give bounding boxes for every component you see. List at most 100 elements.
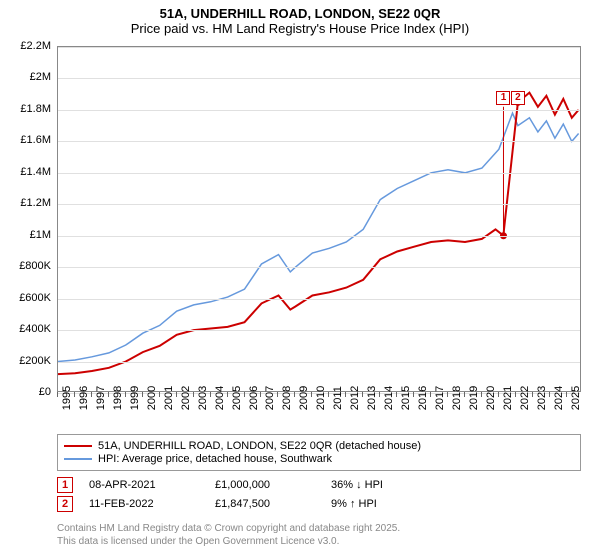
x-tick-label: 2011 [332, 386, 344, 410]
y-tick-label: £1.8M [20, 103, 51, 115]
sale-date: 08-APR-2021 [89, 479, 199, 491]
copyright: Contains HM Land Registry data © Crown c… [57, 522, 581, 548]
y-tick-label: £1M [30, 229, 51, 241]
x-tick-label: 2002 [180, 386, 192, 410]
sale-price: £1,847,500 [215, 498, 315, 510]
x-tick-label: 2022 [519, 386, 531, 410]
x-tick-mark [566, 392, 567, 397]
y-axis: £0£200K£400K£600K£800K£1M£1.2M£1.4M£1.6M… [0, 46, 55, 392]
x-tick-mark [74, 392, 75, 397]
x-tick-mark [481, 392, 482, 397]
x-tick-label: 2008 [281, 386, 293, 410]
x-tick-mark [159, 392, 160, 397]
grid-line [58, 267, 580, 268]
x-tick-mark [464, 392, 465, 397]
x-tick-mark [260, 392, 261, 397]
chart-plot-area: 12 [57, 46, 581, 392]
sale-row: 211-FEB-2022£1,847,5009% ↑ HPI [57, 496, 581, 512]
sale-marker-flag: 1 [496, 91, 510, 105]
x-tick-mark [244, 392, 245, 397]
copyright-line1: Contains HM Land Registry data © Crown c… [57, 522, 581, 535]
x-tick-label: 2021 [502, 386, 514, 410]
x-tick-label: 2024 [553, 386, 565, 410]
x-axis: 1995199619971998199920002001200220032004… [57, 392, 581, 432]
x-tick-mark [328, 392, 329, 397]
y-tick-label: £2.2M [20, 40, 51, 52]
x-tick-mark [210, 392, 211, 397]
x-tick-label: 2014 [383, 386, 395, 410]
chart-subtitle: Price paid vs. HM Land Registry's House … [0, 21, 600, 36]
y-tick-label: £400K [19, 323, 51, 335]
x-tick-label: 2023 [536, 386, 548, 410]
sale-date: 11-FEB-2022 [89, 498, 199, 510]
x-tick-label: 2009 [298, 386, 310, 410]
x-tick-mark [311, 392, 312, 397]
x-tick-label: 1998 [112, 386, 124, 410]
x-tick-mark [447, 392, 448, 397]
x-tick-mark [379, 392, 380, 397]
grid-line [58, 204, 580, 205]
x-tick-label: 2015 [400, 386, 412, 410]
x-tick-mark [193, 392, 194, 397]
x-tick-mark [515, 392, 516, 397]
x-tick-label: 2010 [315, 386, 327, 410]
grid-line [58, 330, 580, 331]
y-tick-label: £200K [19, 355, 51, 367]
x-tick-mark [532, 392, 533, 397]
x-tick-mark [396, 392, 397, 397]
sale-price: £1,000,000 [215, 479, 315, 491]
x-tick-label: 2025 [570, 386, 582, 410]
x-tick-label: 2006 [248, 386, 260, 410]
copyright-line2: This data is licensed under the Open Gov… [57, 535, 581, 548]
x-tick-label: 2016 [417, 386, 429, 410]
grid-line [58, 47, 580, 48]
x-tick-mark [362, 392, 363, 397]
legend-label: HPI: Average price, detached house, Sout… [98, 453, 332, 465]
x-tick-mark [413, 392, 414, 397]
x-tick-mark [108, 392, 109, 397]
chart-container: 51A, UNDERHILL ROAD, LONDON, SE22 0QR Pr… [0, 0, 600, 560]
x-tick-mark [498, 392, 499, 397]
sale-change: 36% ↓ HPI [331, 479, 431, 491]
sale-row: 1 08-APR-2021 £1,000,000 36% ↓ HPI [57, 477, 581, 493]
x-tick-label: 2020 [485, 386, 497, 410]
x-tick-label: 2000 [146, 386, 158, 410]
x-tick-mark [277, 392, 278, 397]
x-tick-label: 1997 [95, 386, 107, 410]
x-tick-label: 2004 [214, 386, 226, 410]
x-tick-mark [227, 392, 228, 397]
title-block: 51A, UNDERHILL ROAD, LONDON, SE22 0QR Pr… [0, 0, 600, 38]
x-tick-mark [549, 392, 550, 397]
x-tick-mark [176, 392, 177, 397]
legend-row: 51A, UNDERHILL ROAD, LONDON, SE22 0QR (d… [64, 440, 574, 452]
grid-line [58, 78, 580, 79]
grid-line [58, 173, 580, 174]
x-tick-mark [91, 392, 92, 397]
legend-label: 51A, UNDERHILL ROAD, LONDON, SE22 0QR (d… [98, 440, 421, 452]
sale-index-box: 1 [57, 477, 73, 493]
legend-row: HPI: Average price, detached house, Sout… [64, 453, 574, 465]
grid-line [58, 110, 580, 111]
legend-swatch [64, 458, 92, 460]
series-property [58, 93, 579, 375]
x-tick-label: 2018 [451, 386, 463, 410]
x-tick-label: 2001 [163, 386, 175, 410]
x-tick-mark [142, 392, 143, 397]
grid-line [58, 362, 580, 363]
x-tick-label: 2003 [197, 386, 209, 410]
y-tick-label: £800K [19, 260, 51, 272]
chart-title: 51A, UNDERHILL ROAD, LONDON, SE22 0QR [0, 6, 600, 21]
x-tick-mark [294, 392, 295, 397]
x-tick-mark [125, 392, 126, 397]
sale-marker-flag: 2 [511, 91, 525, 105]
y-tick-label: £1.6M [20, 134, 51, 146]
y-tick-label: £600K [19, 292, 51, 304]
x-tick-label: 2012 [349, 386, 361, 410]
y-tick-label: £1.2M [20, 197, 51, 209]
grid-line [58, 236, 580, 237]
sale-change: 9% ↑ HPI [331, 498, 431, 510]
sales-table: 108-APR-2021£1,000,00036% ↓ HPI211-FEB-2… [57, 474, 581, 515]
x-tick-mark [430, 392, 431, 397]
legend-swatch [64, 445, 92, 447]
grid-line [58, 141, 580, 142]
